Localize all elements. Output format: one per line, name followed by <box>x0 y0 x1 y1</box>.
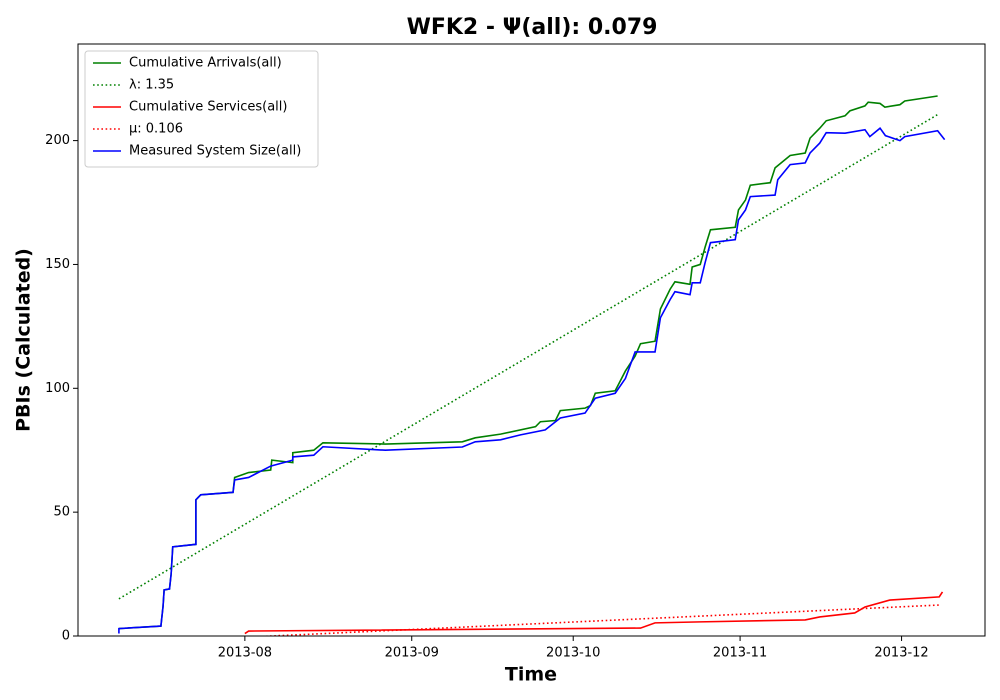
legend-label: μ: 0.106 <box>129 122 183 137</box>
y-axis-label: PBIs (Calculated) <box>13 248 35 432</box>
y-tick-label: 100 <box>45 381 70 396</box>
x-axis-label: Time <box>505 664 557 686</box>
series-line <box>244 591 944 635</box>
plot-area <box>118 95 946 636</box>
x-tick-label: 2013-12 <box>874 646 928 661</box>
legend-label: Cumulative Services(all) <box>129 100 287 115</box>
y-tick-label: 150 <box>45 257 70 272</box>
legend-box <box>84 50 319 168</box>
y-tick-label: 0 <box>62 629 70 644</box>
x-tick-label: 2013-10 <box>546 646 600 661</box>
legend-label: λ: 1.35 <box>129 78 174 93</box>
chart-title: WFK2 - Ψ(all): 0.079 <box>407 15 658 40</box>
series-line <box>118 113 939 600</box>
x-tick-label: 2013-11 <box>713 646 767 661</box>
y-tick-label: 200 <box>45 133 70 148</box>
plot-frame <box>77 43 986 637</box>
legend-label: Cumulative Arrivals(all) <box>129 56 282 71</box>
x-tick-label: 2013-08 <box>218 646 272 661</box>
y-tick-label: 50 <box>53 505 70 520</box>
series-line <box>118 127 946 634</box>
x-tick-label: 2013-09 <box>385 646 439 661</box>
legend-label: Measured System Size(all) <box>129 144 301 159</box>
